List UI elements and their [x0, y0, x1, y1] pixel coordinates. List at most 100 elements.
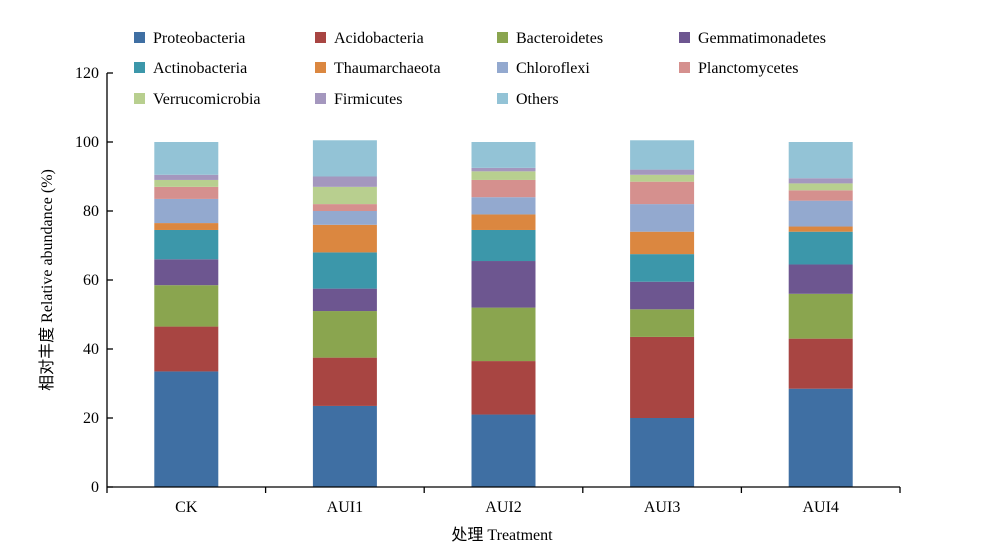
legend-item-others: Others — [497, 91, 559, 108]
bar-segment-bacteroidetes — [154, 285, 219, 327]
bar-segment-chloroflexi — [312, 211, 377, 225]
bar-segment-acidobacteria — [630, 336, 695, 418]
bar-segment-gemmatimonadetes — [788, 264, 853, 294]
x-tick-label: AUI3 — [644, 499, 680, 516]
bar-segment-others — [788, 142, 853, 179]
legend-label: Actinobacteria — [153, 60, 247, 77]
bar-stack-aui4 — [788, 142, 853, 487]
bar-segment-bacteroidetes — [312, 311, 377, 358]
bar-segment-firmicutes — [312, 176, 377, 187]
bar-segment-planctomycetes — [788, 190, 853, 201]
bar-segment-verrucomicrobia — [630, 174, 695, 182]
legend-label: Thaumarchaeota — [334, 60, 441, 77]
bar-segment-bacteroidetes — [471, 307, 536, 362]
legend-item-proteobacteria: Proteobacteria — [134, 30, 245, 47]
legend-swatch — [497, 32, 508, 43]
x-tick-label: AUI2 — [485, 499, 521, 516]
bar-segment-chloroflexi — [154, 198, 219, 224]
bar-segment-chloroflexi — [788, 200, 853, 227]
y-ticks: 0 20 40 60 80 100 120 — [75, 65, 113, 496]
bar-segment-acidobacteria — [154, 326, 219, 372]
legend-item-verrucomicrobia: Verrucomicrobia — [134, 91, 261, 108]
legend-item-chloroflexi: Chloroflexi — [497, 60, 590, 77]
x-ticks: CK AUI1 AUI2 AUI3 AUI4 — [106, 487, 901, 516]
y-tick-label: 20 — [83, 410, 99, 427]
legend-label: Proteobacteria — [153, 30, 245, 47]
bar-segment-verrucomicrobia — [788, 183, 853, 191]
legend-item-bacteroidetes: Bacteroidetes — [497, 30, 603, 47]
bar-segment-proteobacteria — [788, 388, 853, 487]
bar-segment-firmicutes — [154, 174, 219, 180]
legend-swatch — [315, 32, 326, 43]
bar-segment-actinobacteria — [154, 229, 219, 260]
legend-swatch — [134, 93, 145, 104]
bar-stack-aui3 — [630, 140, 695, 487]
bar-segment-verrucomicrobia — [312, 186, 377, 205]
bar-segment-thaumarchaeota — [788, 226, 853, 232]
bar-segment-actinobacteria — [630, 254, 695, 282]
bar-segment-bacteroidetes — [788, 293, 853, 339]
bar-segment-actinobacteria — [471, 229, 536, 262]
x-axis-title: 处理 Treatment — [451, 526, 553, 544]
bar-segment-chloroflexi — [630, 204, 695, 232]
legend-swatch — [315, 62, 326, 73]
legend-item-planctomycetes: Planctomycetes — [679, 60, 798, 77]
legend-swatch — [679, 62, 690, 73]
bar-segment-gemmatimonadetes — [154, 259, 219, 286]
bar-segment-gemmatimonadetes — [630, 281, 695, 310]
x-tick-label: AUI4 — [802, 499, 838, 516]
bar-segment-thaumarchaeota — [471, 214, 536, 230]
legend: Proteobacteria Acidobacteria Bacteroidetes… — [134, 30, 826, 108]
bar-stack-ck — [154, 142, 219, 487]
bar-segment-acidobacteria — [471, 361, 536, 415]
bar-segment-proteobacteria — [471, 414, 536, 487]
y-tick-label: 40 — [83, 341, 99, 358]
legend-item-firmicutes: Firmicutes — [315, 91, 402, 108]
bar-segment-thaumarchaeota — [154, 223, 219, 230]
bar-segment-acidobacteria — [788, 338, 853, 389]
legend-swatch — [679, 32, 690, 43]
legend-item-actinobacteria: Actinobacteria — [134, 60, 247, 77]
legend-label: Bacteroidetes — [516, 30, 603, 47]
bar-segment-bacteroidetes — [630, 309, 695, 337]
x-tick-label: CK — [175, 499, 198, 516]
legend-item-acidobacteria: Acidobacteria — [315, 30, 424, 47]
bar-segment-planctomycetes — [312, 204, 377, 211]
bar-segment-firmicutes — [630, 169, 695, 175]
legend-label: Verrucomicrobia — [153, 91, 261, 108]
legend-swatch — [315, 93, 326, 104]
bar-segment-proteobacteria — [154, 371, 219, 487]
x-tick-label: AUI1 — [327, 499, 363, 516]
y-tick-label: 0 — [91, 479, 99, 496]
bar-stack-aui1 — [312, 140, 377, 487]
legend-label: Firmicutes — [334, 91, 402, 108]
bar-segment-others — [630, 140, 695, 170]
bar-segment-others — [471, 142, 536, 168]
bar-segment-firmicutes — [788, 178, 853, 184]
bar-segment-others — [154, 142, 219, 175]
y-tick-label: 60 — [83, 272, 99, 289]
legend-swatch — [134, 62, 145, 73]
legend-swatch — [134, 32, 145, 43]
legend-label: Others — [516, 91, 559, 108]
legend-swatch — [497, 93, 508, 104]
bar-segment-planctomycetes — [471, 179, 536, 198]
bar-segment-planctomycetes — [630, 181, 695, 205]
bar-segment-actinobacteria — [788, 231, 853, 265]
legend-label: Gemmatimonadetes — [698, 30, 826, 47]
bar-segment-verrucomicrobia — [471, 171, 536, 180]
bar-segment-firmicutes — [471, 167, 536, 172]
y-tick-label: 80 — [83, 203, 99, 220]
bar-segment-thaumarchaeota — [312, 224, 377, 253]
bar-segment-gemmatimonadetes — [312, 288, 377, 312]
legend-swatch — [497, 62, 508, 73]
bar-segment-chloroflexi — [471, 197, 536, 215]
bar-segment-planctomycetes — [154, 186, 219, 199]
bar-segment-thaumarchaeota — [630, 231, 695, 255]
legend-label: Chloroflexi — [516, 60, 590, 77]
legend-label: Acidobacteria — [334, 30, 424, 47]
bar-segment-acidobacteria — [312, 357, 377, 406]
bar-stack-aui2 — [471, 142, 536, 487]
y-axis-title: 相对丰度 Relative abundance (%) — [38, 169, 56, 391]
